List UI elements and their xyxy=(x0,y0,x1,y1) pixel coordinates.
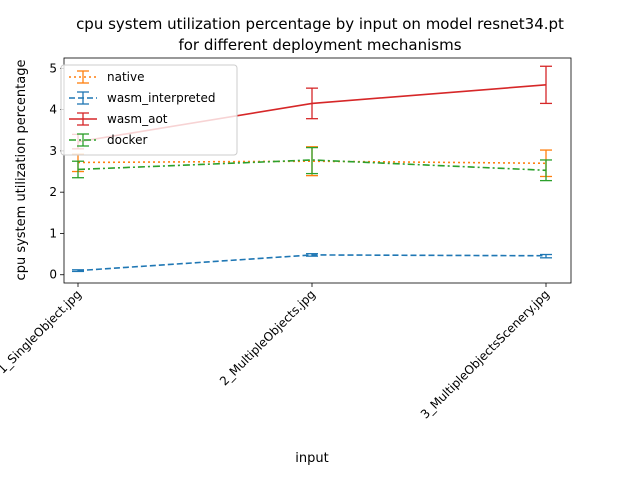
series-docker xyxy=(72,146,552,182)
legend-item-wasm_aot: wasm_aot xyxy=(69,112,168,126)
chart-title: cpu system utilization percentage by inp… xyxy=(76,15,564,54)
series-wasm_interpreted xyxy=(72,253,552,273)
y-tick-label: 1 xyxy=(49,226,57,240)
plot-frame xyxy=(63,57,572,284)
series-line xyxy=(77,159,547,172)
y-axis-label: cpu system utilization percentage xyxy=(14,60,29,281)
x-axis-ticks: 1_SingleObject.jpg 2_MultipleObjects.jpg 3… xyxy=(0,283,552,422)
series-line xyxy=(77,254,547,272)
y-tick-label: 3 xyxy=(49,144,57,158)
x-axis-label: input xyxy=(295,451,328,466)
legend-box xyxy=(60,64,238,156)
y-tick-label: 4 xyxy=(49,103,57,117)
plot-area xyxy=(63,57,572,284)
x-tick-label: 1_SingleObject.jpg xyxy=(0,287,84,376)
legend-label: wasm_aot xyxy=(107,112,168,126)
legend-label: native xyxy=(107,70,144,84)
legend-item-docker: docker xyxy=(69,133,147,147)
chart-title-line-1: cpu system utilization percentage by inp… xyxy=(76,15,564,33)
chart-title-line-2: for different deployment mechanisms xyxy=(178,36,461,54)
x-tick-label: 3_MultipleObjectsScenery.jpg xyxy=(418,287,552,421)
legend-label: docker xyxy=(107,133,147,147)
y-tick-label: 5 xyxy=(49,61,57,75)
y-tick-label: 2 xyxy=(49,185,57,199)
legend-item-wasm_interpreted: wasm_interpreted xyxy=(69,91,215,105)
x-tick-label: 2_MultipleObjects.jpg xyxy=(217,287,318,388)
series-line xyxy=(77,160,547,165)
legend-label: wasm_interpreted xyxy=(107,91,215,105)
legend-item-native: native xyxy=(69,70,144,84)
y-tick-label: 0 xyxy=(49,268,57,282)
